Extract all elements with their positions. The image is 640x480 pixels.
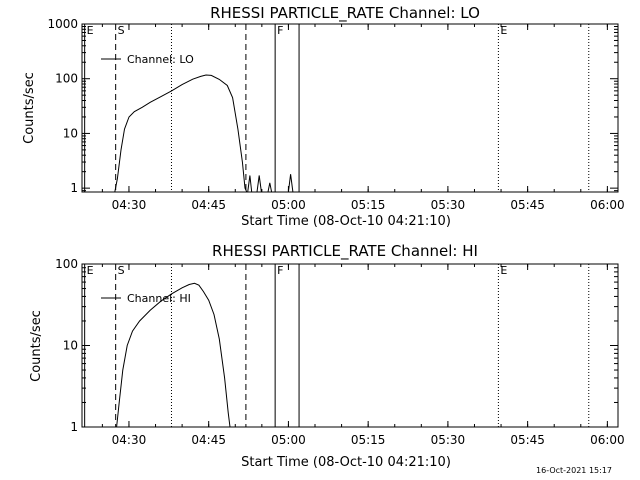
legend: Channel: HI xyxy=(101,292,191,305)
x-tick-label: 06:00 xyxy=(590,198,625,212)
y-tick-label: 1 xyxy=(70,181,78,195)
plot-frame xyxy=(81,23,619,193)
series-line-0 xyxy=(116,282,231,428)
event-marker-label: S xyxy=(118,264,125,277)
y-tick-label: 1000 xyxy=(47,17,78,31)
series-line-0 xyxy=(114,74,248,193)
data-lines xyxy=(116,282,231,428)
y-axis-title: Counts/sec xyxy=(22,72,37,144)
data-lines xyxy=(114,74,294,193)
x-tick-label: 05:00 xyxy=(271,198,306,212)
axis-ticks: 04:30 04:45 05:00 05:15 05:30 05:45 06:00 1 10 10… xyxy=(47,17,624,212)
event-marker-label: F xyxy=(277,24,283,37)
x-tick-label: 04:30 xyxy=(112,433,147,447)
y-tick-label: 100 xyxy=(55,257,78,271)
panel-title: RHESSI PARTICLE_RATE Channel: LO xyxy=(210,4,480,23)
x-tick-label: 04:30 xyxy=(112,198,147,212)
x-tick-label: 04:45 xyxy=(191,433,226,447)
x-tick-label: 05:45 xyxy=(510,198,545,212)
series-line-1 xyxy=(247,174,294,193)
x-tick-label: 05:30 xyxy=(431,198,466,212)
x-tick-label: 04:45 xyxy=(191,198,226,212)
x-tick-label: 05:15 xyxy=(351,198,386,212)
y-tick-label: 10 xyxy=(63,126,78,140)
event-marker-label: E xyxy=(500,264,507,277)
legend-label: Channel: HI xyxy=(127,292,191,305)
x-tick-label: 05:30 xyxy=(431,433,466,447)
legend-label: Channel: LO xyxy=(127,53,194,66)
x-tick-label: 05:00 xyxy=(271,433,306,447)
x-axis-title: Start Time (08-Oct-10 04:21:10) xyxy=(241,214,451,229)
panel-channel-hi: RHESSI PARTICLE_RATE Channel: HI E S F E 04… xyxy=(29,242,625,470)
event-marker-label: S xyxy=(118,24,125,37)
x-tick-label: 06:00 xyxy=(590,433,625,447)
event-marker-label: F xyxy=(277,264,283,277)
axis-ticks: 04:30 04:45 05:00 05:15 05:30 05:45 06:00 1 10 10… xyxy=(55,257,625,447)
event-marker-label: E xyxy=(500,24,507,37)
event-marker-label: E xyxy=(87,264,94,277)
panel-channel-lo: RHESSI PARTICLE_RATE Channel: LO E S F E 04… xyxy=(22,4,625,229)
y-axis-title: Counts/sec xyxy=(29,310,44,382)
legend: Channel: LO xyxy=(101,53,194,66)
plot-frame xyxy=(81,263,619,428)
y-tick-label: 100 xyxy=(55,72,78,86)
panel-title: RHESSI PARTICLE_RATE Channel: HI xyxy=(212,242,478,261)
y-tick-label: 1 xyxy=(70,420,78,434)
generation-timestamp: 16-Oct-2021 15:17 xyxy=(536,466,612,475)
x-axis-title: Start Time (08-Oct-10 04:21:10) xyxy=(241,455,451,470)
event-marker-label: E xyxy=(87,24,94,37)
x-tick-label: 05:15 xyxy=(351,433,386,447)
y-tick-label: 10 xyxy=(63,339,78,353)
x-tick-label: 05:45 xyxy=(510,433,545,447)
